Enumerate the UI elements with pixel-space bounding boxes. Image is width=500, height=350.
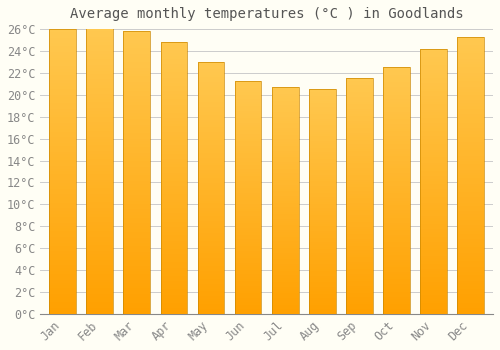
Bar [124, 31, 150, 314]
Bar [420, 49, 447, 314]
Bar [160, 42, 188, 314]
Bar [235, 80, 262, 314]
Bar [346, 78, 373, 314]
Bar [309, 89, 336, 314]
Title: Average monthly temperatures (°C ) in Goodlands: Average monthly temperatures (°C ) in Go… [70, 7, 464, 21]
Bar [198, 62, 224, 314]
Bar [272, 87, 298, 314]
Bar [458, 37, 484, 314]
Bar [86, 28, 113, 314]
Bar [49, 29, 76, 314]
Bar [383, 68, 410, 314]
